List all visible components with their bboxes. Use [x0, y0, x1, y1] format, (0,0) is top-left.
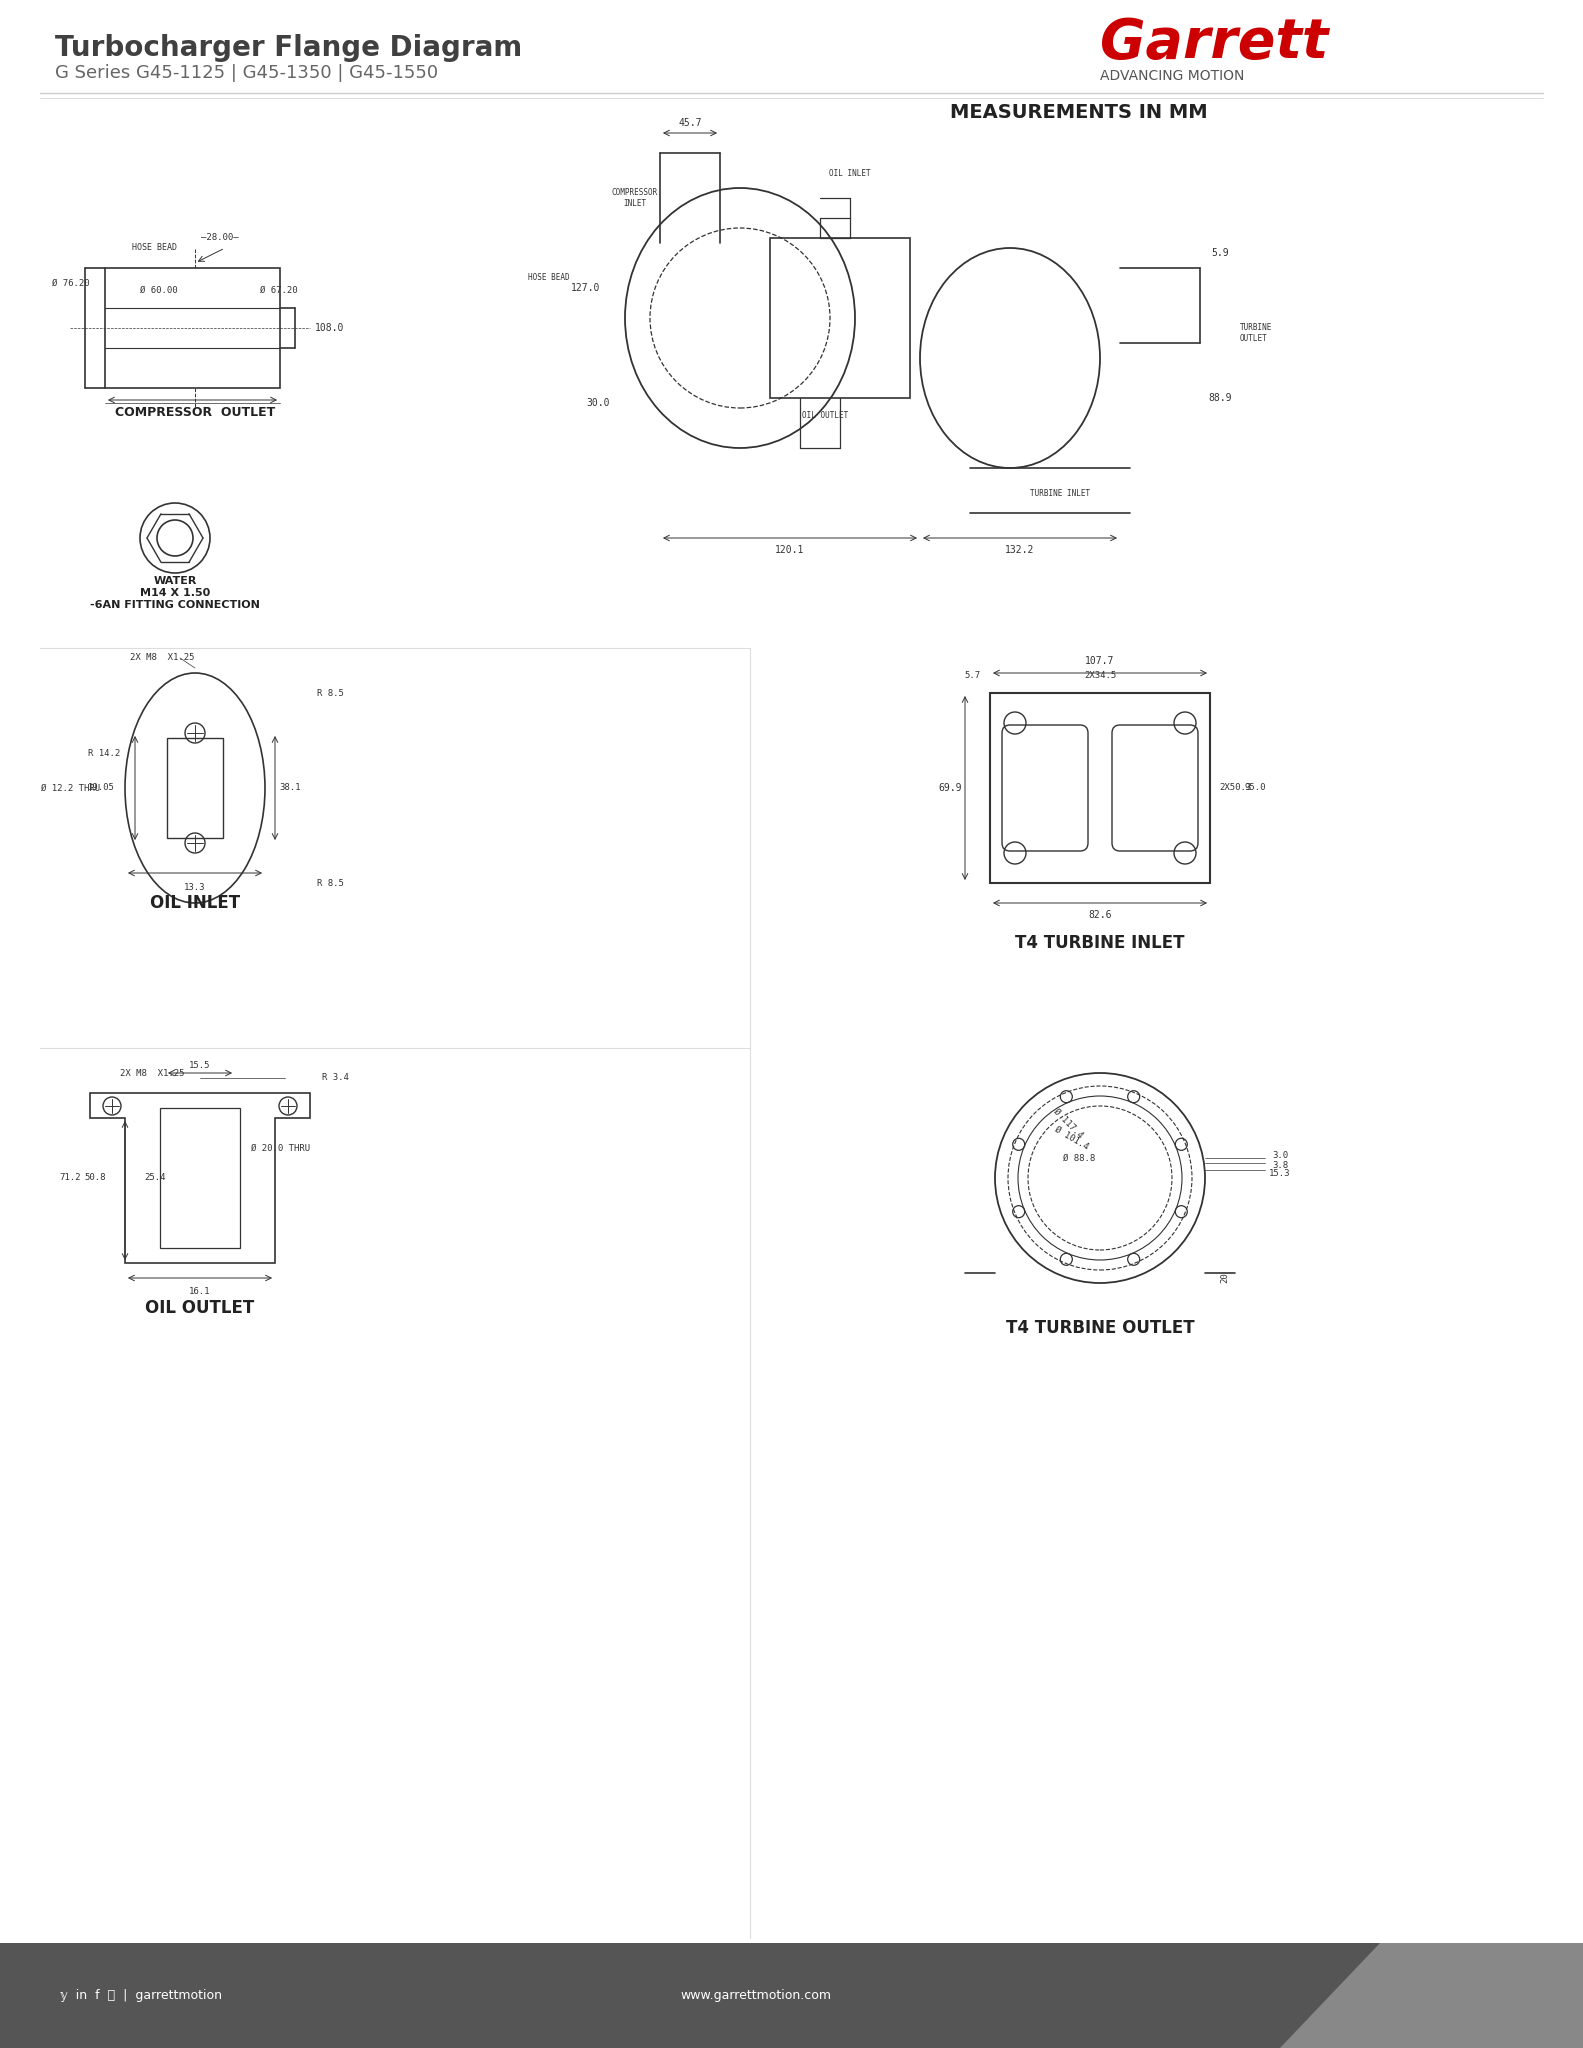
Text: 16.1: 16.1 — [190, 1288, 211, 1296]
Text: —28.00—: —28.00— — [201, 233, 239, 242]
Text: R 14.2: R 14.2 — [87, 748, 120, 758]
Text: HOSE BEAD: HOSE BEAD — [529, 274, 570, 283]
Text: Ø 20.0 THRU: Ø 20.0 THRU — [250, 1143, 310, 1153]
Text: 3.8: 3.8 — [1271, 1161, 1289, 1169]
Bar — [160, 1108, 241, 1247]
Text: 88.9: 88.9 — [1208, 393, 1232, 403]
Text: TURBINE INLET: TURBINE INLET — [1031, 489, 1091, 498]
Text: 𝕪  in  f  📷  |  garrettmotion: 𝕪 in f 📷 | garrettmotion — [60, 1989, 222, 2003]
Text: OIL INLET: OIL INLET — [829, 168, 871, 178]
Text: 5.7: 5.7 — [964, 670, 980, 680]
Text: 30.0: 30.0 — [586, 397, 609, 408]
Text: Garrett: Garrett — [1100, 16, 1328, 70]
Text: 2X50.3: 2X50.3 — [1219, 784, 1251, 793]
Bar — [769, 238, 910, 397]
Text: 45.7: 45.7 — [678, 119, 701, 127]
Text: 95.0: 95.0 — [1244, 784, 1266, 793]
Text: T4 TURBINE OUTLET: T4 TURBINE OUTLET — [1005, 1319, 1194, 1337]
Text: 108.0: 108.0 — [315, 324, 345, 334]
Text: TURBINE
OUTLET: TURBINE OUTLET — [1239, 324, 1273, 342]
Text: G Series G45-1125 | G45-1350 | G45-1550: G Series G45-1125 | G45-1350 | G45-1550 — [55, 63, 438, 82]
Bar — [166, 737, 223, 838]
Text: 127.0: 127.0 — [570, 283, 600, 293]
Text: 132.2: 132.2 — [1005, 545, 1035, 555]
Text: 71.2: 71.2 — [59, 1174, 81, 1182]
Text: 19.05: 19.05 — [89, 784, 116, 793]
Text: R 8.5: R 8.5 — [317, 688, 344, 698]
Text: ADVANCING MOTION: ADVANCING MOTION — [1100, 70, 1244, 84]
Text: 107.7: 107.7 — [1086, 655, 1114, 666]
Text: 15.3: 15.3 — [1270, 1169, 1290, 1178]
Text: T4 TURBINE INLET: T4 TURBINE INLET — [1015, 934, 1184, 952]
Text: Turbocharger Flange Diagram: Turbocharger Flange Diagram — [55, 35, 522, 61]
Text: R 8.5: R 8.5 — [317, 879, 344, 887]
Text: 2X34.5: 2X34.5 — [1084, 670, 1116, 680]
Text: WATER
M14 X 1.50
-6AN FITTING CONNECTION: WATER M14 X 1.50 -6AN FITTING CONNECTION — [90, 575, 260, 610]
Polygon shape — [1281, 1944, 1583, 2048]
Text: 2X M8  X1.25: 2X M8 X1.25 — [130, 653, 195, 662]
Text: Ø 76.20: Ø 76.20 — [52, 279, 90, 287]
Text: Ø 88.8: Ø 88.8 — [1062, 1153, 1095, 1163]
Text: Ø 101.4: Ø 101.4 — [1053, 1124, 1091, 1151]
Text: OIL OUTLET: OIL OUTLET — [803, 412, 848, 420]
Text: 3.0: 3.0 — [1271, 1151, 1289, 1161]
Text: 50.8: 50.8 — [84, 1174, 106, 1182]
Text: 15.5: 15.5 — [190, 1061, 211, 1071]
Text: COMPRESSOR  OUTLET: COMPRESSOR OUTLET — [116, 406, 275, 420]
Bar — [104, 268, 280, 387]
Text: R 3.4: R 3.4 — [321, 1073, 348, 1083]
Text: Ø 12.2 THRU: Ø 12.2 THRU — [41, 784, 100, 793]
Text: MEASUREMENTS IN MM: MEASUREMENTS IN MM — [950, 104, 1208, 123]
Text: 120.1: 120.1 — [776, 545, 804, 555]
Text: www.garrettmotion.com: www.garrettmotion.com — [681, 1989, 831, 2003]
Bar — [0, 1944, 1583, 2048]
Text: 69.9: 69.9 — [939, 782, 962, 793]
Text: 25.4: 25.4 — [144, 1174, 166, 1182]
Text: 2X M8  X1.25: 2X M8 X1.25 — [120, 1069, 185, 1077]
Bar — [989, 692, 1209, 883]
Text: 20: 20 — [1220, 1272, 1230, 1284]
Text: Ø 117.4: Ø 117.4 — [1053, 1106, 1084, 1139]
Text: Ø 60.00: Ø 60.00 — [139, 285, 177, 295]
Text: 13.3: 13.3 — [184, 883, 206, 893]
Text: 82.6: 82.6 — [1088, 909, 1111, 920]
Text: 38.1: 38.1 — [279, 784, 301, 793]
Text: Ø 67.20: Ø 67.20 — [260, 285, 298, 295]
Text: OIL INLET: OIL INLET — [150, 895, 241, 911]
Text: OIL OUTLET: OIL OUTLET — [146, 1298, 255, 1317]
Text: COMPRESSOR
INLET: COMPRESSOR INLET — [613, 188, 659, 207]
Text: HOSE BEAD: HOSE BEAD — [133, 244, 177, 252]
Text: 5.9: 5.9 — [1211, 248, 1228, 258]
